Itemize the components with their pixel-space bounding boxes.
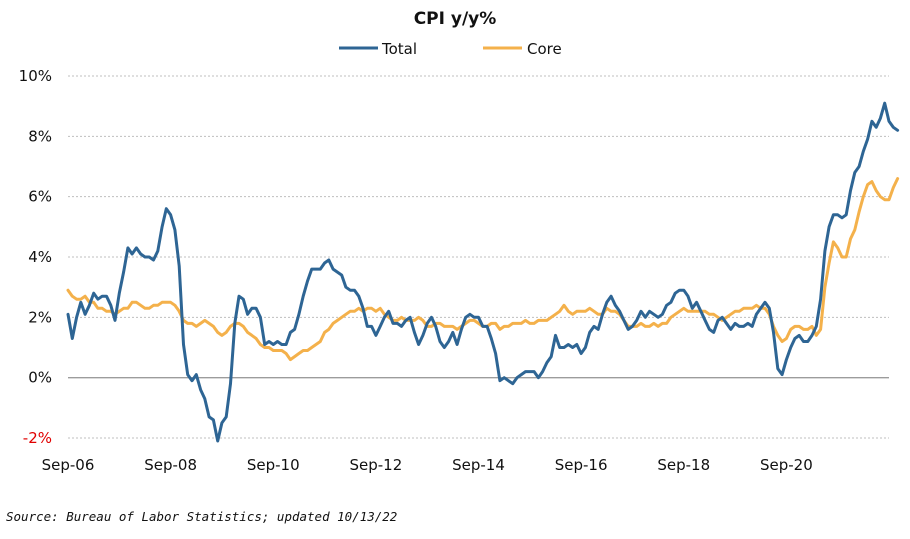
chart-title: CPI y/y%	[414, 9, 497, 29]
y-axis-ticks: -2% 0% 2% 4% 6% 8% 10%	[19, 67, 52, 447]
x-tick-label: Sep-20	[760, 456, 813, 474]
x-axis-ticks: Sep-06 Sep-08 Sep-10 Sep-12 Sep-14 Sep-16 Sep-…	[42, 456, 813, 474]
legend-label-total: Total	[381, 40, 417, 58]
legend: Total Core	[339, 40, 562, 58]
x-tick-label: Sep-14	[452, 456, 505, 474]
x-tick-label: Sep-12	[349, 456, 402, 474]
source-note: Source: Bureau of Labor Statistics; upda…	[6, 509, 398, 524]
y-tick-label: 2%	[28, 308, 52, 326]
series-line-total	[66, 101, 900, 443]
y-tick-label: 8%	[28, 127, 52, 145]
gridlines	[68, 75, 889, 439]
x-tick-label: Sep-16	[555, 456, 608, 474]
x-tick-label: Sep-08	[144, 456, 197, 474]
series-lines	[66, 101, 900, 443]
x-tick-label: Sep-18	[657, 456, 710, 474]
y-tick-label: -2%	[23, 429, 52, 447]
x-tick-label: Sep-06	[42, 456, 95, 474]
y-tick-label: 6%	[28, 188, 52, 206]
x-tick-label: Sep-10	[247, 456, 300, 474]
y-tick-label: 0%	[28, 369, 52, 387]
y-tick-label: 4%	[28, 248, 52, 266]
legend-label-core: Core	[527, 40, 562, 58]
y-tick-label: 10%	[19, 67, 52, 85]
